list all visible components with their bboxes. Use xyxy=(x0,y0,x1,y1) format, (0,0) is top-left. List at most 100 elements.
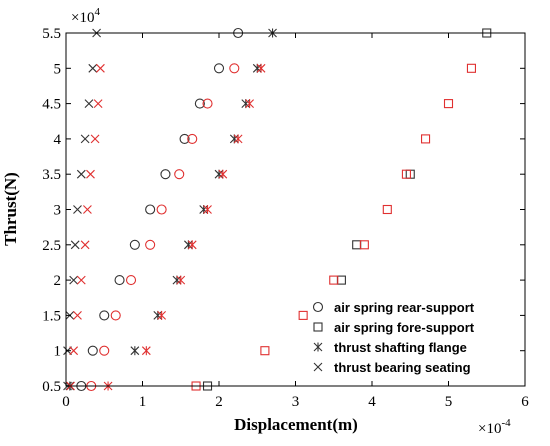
legend-label: thrust shafting flange xyxy=(334,340,467,355)
legend: air spring rear-support air spring fore-s… xyxy=(312,300,475,375)
data-point xyxy=(93,99,103,108)
marker-stroke xyxy=(229,134,239,144)
x-multiplier-base: ×10 xyxy=(478,421,501,437)
marker-stroke xyxy=(73,205,82,214)
data-point xyxy=(99,310,110,321)
data-point xyxy=(218,169,228,179)
data-point xyxy=(214,169,224,179)
data-point xyxy=(87,345,98,356)
x-tick-label: 6 xyxy=(521,394,529,410)
data-point xyxy=(80,240,90,250)
y-tick-label: 4.5 xyxy=(42,97,61,113)
data-point xyxy=(199,205,209,214)
y-tick-label: 1 xyxy=(54,344,62,360)
y-tick-label: 3.5 xyxy=(42,167,61,183)
data-point xyxy=(329,275,339,285)
data-point xyxy=(203,205,212,214)
marker-stroke xyxy=(70,240,80,250)
data-point xyxy=(336,275,346,285)
marker-stroke xyxy=(313,342,323,352)
marker-stroke xyxy=(214,169,224,179)
x-tick-label: 2 xyxy=(215,394,223,410)
marker-stroke xyxy=(245,99,254,108)
data-point xyxy=(298,310,308,320)
y-multiplier: ×104 xyxy=(71,6,100,26)
marker-stroke xyxy=(241,99,251,108)
data-point xyxy=(76,169,86,179)
y-tick-label: 5.5 xyxy=(42,26,61,42)
marker-stroke xyxy=(90,134,100,144)
axes: 0 1 2 3 4 5 6 0.5 1 1.5 2 2.5 3 3.5 4 4.5 5 5.5 xyxy=(42,26,529,410)
legend-marker xyxy=(313,322,323,332)
series-6 xyxy=(63,28,101,391)
data-point xyxy=(129,239,140,250)
data-point xyxy=(466,63,477,73)
data-point xyxy=(141,346,151,356)
y-tick-label: 3 xyxy=(54,203,62,219)
data-point xyxy=(260,346,270,356)
marker-stroke xyxy=(84,99,94,108)
data-point xyxy=(125,275,137,286)
data-point xyxy=(352,240,362,250)
data-point xyxy=(160,169,171,180)
x-tick-label: 3 xyxy=(292,394,300,410)
marker-stroke xyxy=(252,63,262,73)
plot-marks xyxy=(63,27,492,392)
marker-stroke xyxy=(176,275,186,285)
data-point xyxy=(84,99,94,108)
marker-stroke xyxy=(153,311,163,320)
data-point xyxy=(88,63,98,73)
data-point xyxy=(76,275,86,285)
marker-stroke xyxy=(203,205,212,214)
marker-stroke xyxy=(130,346,140,356)
data-point xyxy=(187,133,198,144)
series-4 xyxy=(65,28,277,391)
data-point xyxy=(187,240,197,250)
marker-stroke xyxy=(93,99,103,108)
marker-stroke xyxy=(69,346,79,356)
marker-stroke xyxy=(184,240,193,250)
legend-marker xyxy=(313,362,323,372)
data-point xyxy=(130,346,140,356)
series-7 xyxy=(66,63,105,391)
data-point xyxy=(96,63,105,73)
y-multiplier-base: ×10 xyxy=(71,10,94,26)
marker-stroke xyxy=(83,205,92,214)
data-point xyxy=(157,310,167,320)
x-tick-label: 5 xyxy=(445,394,453,410)
data-point xyxy=(245,99,254,109)
marker-stroke xyxy=(313,362,323,372)
marker-stroke xyxy=(96,63,105,73)
marker-stroke xyxy=(80,134,90,144)
data-point xyxy=(252,63,262,73)
series-1 xyxy=(86,63,240,392)
marker-stroke xyxy=(256,63,266,73)
data-point xyxy=(401,169,411,179)
x-tick-label: 0 xyxy=(62,394,70,410)
x-tick-label: 4 xyxy=(368,394,376,410)
marker-stroke xyxy=(76,275,86,285)
data-point xyxy=(153,310,163,320)
legend-label: air spring rear-support xyxy=(334,300,475,315)
data-point xyxy=(73,205,82,214)
data-point xyxy=(90,134,100,144)
data-point xyxy=(382,204,392,215)
data-point xyxy=(110,310,121,321)
legend-marker xyxy=(312,301,324,313)
marker-stroke xyxy=(76,169,86,179)
data-point xyxy=(202,98,213,109)
y-tick-label: 2.5 xyxy=(42,238,61,254)
data-point xyxy=(184,240,193,250)
data-point xyxy=(73,311,82,320)
y-axis-title: Thrust(N) xyxy=(1,172,20,246)
x-multiplier: ×10-4 xyxy=(478,417,511,437)
data-point xyxy=(229,63,240,74)
data-point xyxy=(99,345,110,356)
marker-stroke xyxy=(199,205,209,214)
data-point xyxy=(229,134,239,144)
data-point xyxy=(420,134,431,144)
legend-label: air spring fore-support xyxy=(334,320,475,335)
legend-label: thrust bearing seating xyxy=(334,360,471,375)
y-tick-label: 5 xyxy=(54,61,62,77)
series-2 xyxy=(202,28,492,391)
